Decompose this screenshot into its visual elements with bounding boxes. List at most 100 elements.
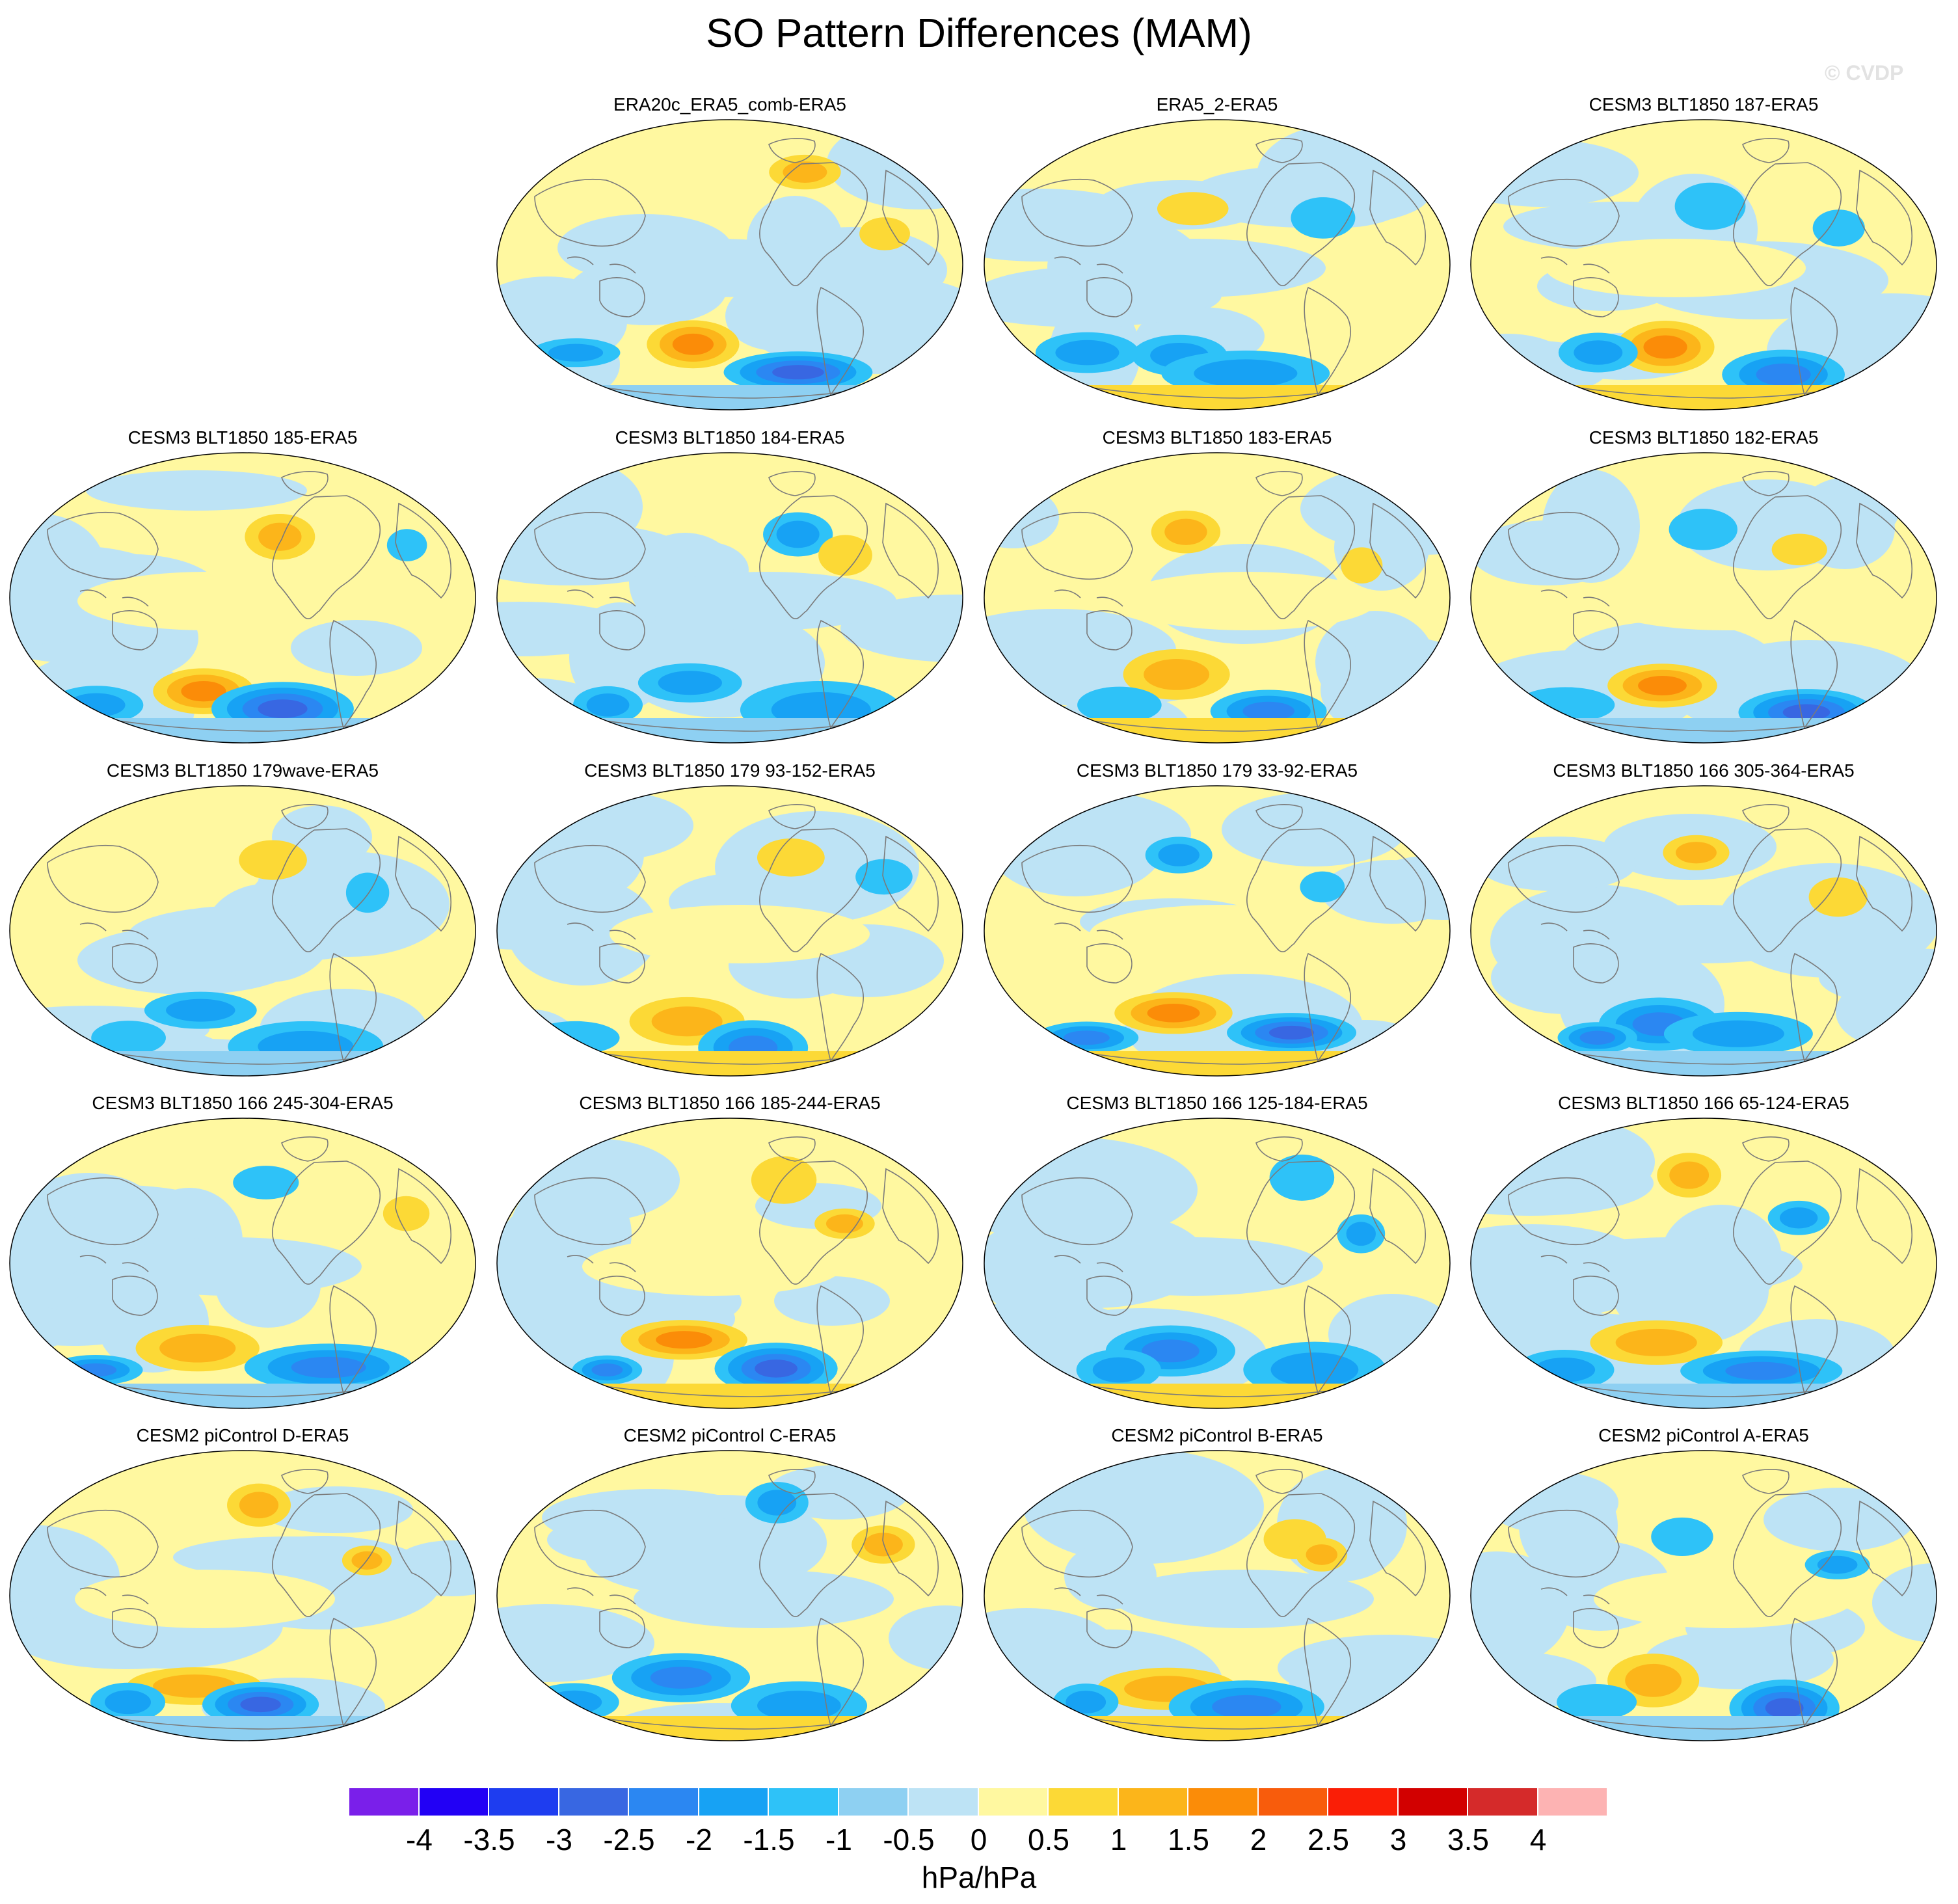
coastline — [281, 1136, 329, 1162]
coastline — [1369, 502, 1426, 599]
contour-band-negative — [507, 1138, 680, 1222]
coastline — [1573, 277, 1619, 317]
coastline — [882, 1168, 939, 1265]
contour-anomaly — [1643, 335, 1687, 359]
map-panel: CESM3 BLT1850 184-ERA5 — [490, 427, 969, 758]
coastline — [1540, 589, 1610, 607]
contour-anomaly — [104, 1690, 151, 1715]
colorbar-tick-label: -2 — [686, 1823, 712, 1857]
coastline — [112, 943, 158, 984]
contour-band-tropics — [1090, 905, 1350, 963]
coastline — [759, 1493, 868, 1617]
coastline — [1733, 1493, 1842, 1617]
coastline — [1304, 619, 1351, 729]
contour-anomaly — [650, 1667, 712, 1689]
colorbar-swatch — [349, 1787, 420, 1817]
coastline — [567, 1255, 636, 1272]
coastline — [768, 1136, 816, 1162]
contour-band-negative — [10, 1210, 93, 1280]
contour-anomaly — [1269, 1154, 1335, 1201]
map-outline — [984, 119, 1451, 410]
colorbar-swatch — [419, 1787, 489, 1817]
coastline — [1790, 952, 1838, 1062]
coastline — [47, 1509, 159, 1578]
colorbar-tick-label: 1.5 — [1168, 1823, 1209, 1857]
coastline — [1540, 1587, 1610, 1605]
coastline — [1369, 835, 1426, 932]
coastline — [281, 804, 329, 829]
map-outline — [1470, 785, 1937, 1077]
contour-anomaly — [1574, 340, 1623, 365]
coastline — [567, 922, 636, 940]
coastline — [534, 511, 646, 580]
contour-anomaly — [672, 333, 714, 355]
coastline — [1508, 1177, 1620, 1246]
coastline — [1304, 286, 1351, 396]
contour-anomaly — [1092, 1357, 1145, 1383]
contour-band-negative — [507, 878, 658, 986]
coastline — [1742, 804, 1790, 829]
map-outline — [9, 1450, 476, 1741]
map-panel: CESM3 BLT1850 166 65-124-ERA5 — [1464, 1092, 1943, 1424]
robinson-map — [984, 452, 1451, 744]
contour-band-negative — [1819, 948, 1937, 1007]
coastline — [1742, 1469, 1790, 1494]
contour-band-tropics — [636, 572, 896, 630]
coastline — [1255, 138, 1303, 163]
coastline — [281, 1469, 329, 1494]
coastline — [882, 1500, 939, 1597]
map-outline — [1470, 1450, 1937, 1741]
colorbar-tick-label: 2 — [1250, 1823, 1267, 1857]
robinson-map — [9, 785, 476, 1077]
colorbar-swatch — [1328, 1787, 1399, 1817]
colorbar-units: hPa/hPa — [921, 1860, 1037, 1894]
colorbar-swatch — [489, 1787, 559, 1817]
contour-anomaly — [772, 365, 824, 380]
contour-anomaly — [1147, 1004, 1200, 1023]
coastline — [272, 828, 381, 952]
map-panel: CESM3 BLT1850 183-ERA5 — [978, 427, 1456, 758]
panel-title: CESM2 piControl D-ERA5 — [136, 1425, 349, 1445]
coastline — [272, 1493, 381, 1617]
contour-anomaly — [1144, 658, 1210, 690]
coastline — [1540, 1255, 1610, 1272]
coastline — [1021, 1177, 1133, 1246]
contour-band-tropics — [585, 239, 845, 297]
coastline — [1742, 138, 1790, 163]
map-panel: CESM3 BLT1850 166 305-364-ERA5 — [1464, 760, 1943, 1092]
contour-band-tropics — [1542, 1237, 1803, 1296]
panel-title: CESM2 piControl B-ERA5 — [1111, 1425, 1323, 1445]
coastline — [1540, 922, 1610, 940]
coastline — [534, 1177, 646, 1246]
colorbar-swatch — [1538, 1787, 1608, 1817]
contour-anomaly — [1812, 209, 1865, 247]
contour-band-negative — [1542, 470, 1640, 583]
contour-anomaly — [783, 161, 827, 183]
contour-band-tropics — [1596, 572, 1857, 630]
contour-anomaly — [757, 1490, 797, 1516]
contour-band-tropics — [129, 905, 389, 963]
contour-anomaly — [239, 1492, 279, 1519]
watermark: © CVDP — [1825, 61, 1904, 85]
coastline — [1856, 1168, 1912, 1265]
coastline — [1246, 162, 1356, 286]
coastline — [599, 943, 645, 984]
robinson-map — [1470, 785, 1937, 1077]
coastline — [1255, 1469, 1303, 1494]
contour-anomaly — [755, 1360, 798, 1378]
coastline — [281, 471, 329, 496]
contour-band-tropics — [1117, 572, 1377, 630]
contour-anomaly — [386, 529, 427, 561]
contour-band-negative — [86, 470, 307, 511]
contour-band-negative — [1764, 1488, 1914, 1551]
panel-title: ERA5_2-ERA5 — [1156, 94, 1278, 114]
map-panel: CESM2 piControl D-ERA5 — [3, 1425, 482, 1756]
contour-anomaly — [258, 699, 308, 719]
contour-anomaly — [67, 693, 126, 717]
contour-band-tropics — [1063, 1237, 1323, 1296]
contour-anomaly — [1346, 1222, 1376, 1246]
coastline — [1086, 1276, 1133, 1316]
colorbar-tick-label: 0.5 — [1028, 1823, 1069, 1857]
coastline — [1733, 828, 1842, 952]
coastline — [1573, 1608, 1619, 1648]
